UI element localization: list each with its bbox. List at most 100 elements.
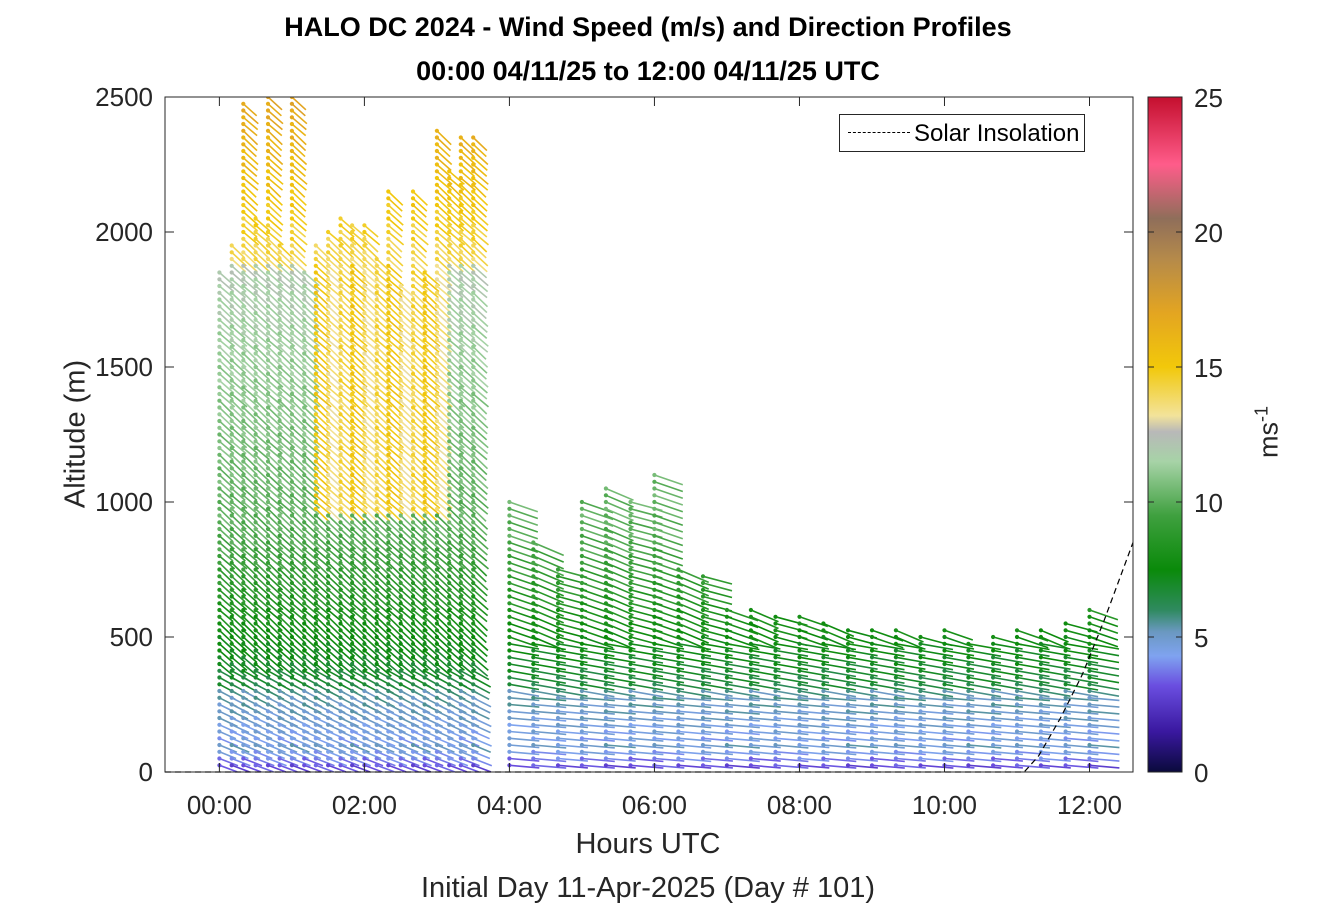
- wind-barb-shaft: [303, 528, 319, 542]
- wind-barb-shaft: [533, 703, 567, 709]
- wind-barb-point: [289, 493, 294, 498]
- wind-barb-point: [579, 601, 585, 606]
- wind-barb-point: [652, 506, 657, 511]
- wind-barb-point: [253, 432, 258, 437]
- wind-barb-point: [579, 688, 585, 694]
- wind-barb-shaft: [412, 737, 432, 747]
- wind-barb-shaft: [231, 656, 248, 671]
- wind-barb-point: [338, 648, 343, 653]
- wind-barb-shaft: [726, 737, 760, 742]
- wind-barb-point: [302, 763, 307, 768]
- wind-barb-point: [398, 317, 403, 322]
- wind-barb-point: [217, 452, 222, 457]
- wind-barb-shaft: [363, 224, 379, 238]
- wind-barb-shaft: [400, 359, 416, 374]
- wind-barb-point: [229, 574, 234, 579]
- wind-barb-point: [821, 715, 826, 721]
- wind-barb-point: [700, 607, 706, 613]
- wind-barb-shaft: [605, 616, 634, 630]
- wind-barb-point: [302, 628, 307, 633]
- wind-barb-point: [991, 655, 996, 660]
- wind-barb-shaft: [448, 413, 465, 429]
- wind-barb-shaft: [460, 575, 476, 591]
- wind-barb-shaft: [412, 751, 430, 760]
- wind-barb-point: [362, 256, 367, 262]
- wind-barb-shaft: [993, 717, 1023, 722]
- wind-barb-point: [748, 607, 754, 613]
- wind-barb-shaft: [387, 265, 403, 279]
- wind-barb-shaft: [291, 413, 308, 429]
- wind-barb-point: [217, 418, 222, 424]
- wind-barb-shaft: [412, 305, 427, 320]
- wind-barb-shaft: [460, 319, 476, 333]
- wind-barb-shaft: [472, 204, 487, 218]
- wind-barb-point: [326, 445, 331, 451]
- wind-barb-shaft: [315, 427, 330, 441]
- wind-barb-point: [531, 756, 536, 761]
- wind-barb-shaft: [363, 400, 379, 415]
- wind-barb-shaft: [472, 292, 489, 308]
- wind-barb-point: [434, 182, 439, 187]
- wind-barb-shaft: [823, 670, 857, 678]
- wind-barb-point: [253, 256, 258, 262]
- wind-barb-shaft: [279, 467, 294, 482]
- wind-barb-shaft: [1016, 757, 1050, 763]
- wind-barb-shaft: [315, 602, 331, 617]
- wind-barb-point: [362, 425, 367, 430]
- wind-barb-shaft: [376, 379, 392, 394]
- wind-barb-point: [338, 614, 343, 619]
- wind-barb-point: [422, 574, 427, 579]
- wind-barb-point: [350, 641, 355, 646]
- wind-barb-point: [821, 655, 826, 660]
- wind-barb-shaft: [351, 251, 368, 267]
- wind-barb-point: [241, 398, 246, 403]
- wind-barb-point: [447, 182, 452, 187]
- wind-barb-point: [1014, 675, 1020, 680]
- wind-barb-point: [507, 634, 512, 640]
- wind-barb-shaft: [895, 724, 926, 729]
- wind-barb-point: [1038, 695, 1043, 700]
- wind-barb-point: [374, 702, 379, 707]
- wind-barb-shaft: [436, 737, 456, 747]
- wind-barb-point: [458, 142, 463, 147]
- wind-barb-shaft: [702, 575, 733, 585]
- wind-barb-shaft: [291, 629, 306, 644]
- wind-profile-column: [869, 628, 905, 769]
- wind-barb-shaft: [267, 730, 285, 740]
- wind-barb-point: [302, 607, 307, 613]
- wind-barb-point: [229, 344, 234, 349]
- wind-barb-shaft: [460, 737, 480, 747]
- wind-barb-point: [313, 351, 318, 356]
- wind-barb-point: [277, 601, 282, 606]
- wind-barb-shaft: [460, 494, 477, 509]
- wind-barb-point: [471, 277, 476, 282]
- wind-barb-point: [386, 223, 391, 228]
- wind-barb-shaft: [400, 629, 415, 644]
- wind-barb-point: [458, 290, 463, 295]
- wind-barb-point: [265, 216, 271, 221]
- wind-barb-point: [458, 459, 463, 464]
- wind-barb-shaft: [630, 737, 664, 742]
- wind-barb-shaft: [315, 373, 332, 388]
- wind-barb-point: [302, 317, 307, 322]
- wind-barb-point: [241, 243, 246, 248]
- wind-barb-point: [386, 324, 391, 329]
- wind-barb-point: [241, 358, 246, 363]
- wind-barb-point: [942, 628, 947, 633]
- wind-barb-shaft: [315, 562, 330, 577]
- wind-barb-shaft: [678, 582, 710, 597]
- wind-barb-shaft: [315, 359, 331, 374]
- wind-barb-shaft: [218, 379, 235, 394]
- wind-barb-point: [253, 445, 258, 451]
- wind-barb-point: [241, 580, 246, 586]
- wind-barb-point: [410, 351, 416, 356]
- wind-barb-shaft: [231, 433, 248, 449]
- wind-barb-shaft: [218, 400, 234, 415]
- wind-barb-point: [531, 661, 536, 667]
- wind-barb-point: [326, 385, 331, 390]
- wind-barb-point: [422, 702, 427, 707]
- wind-barb-point: [338, 580, 343, 586]
- wind-barb-point: [229, 358, 234, 363]
- wind-barb-point: [724, 749, 730, 754]
- wind-barb-shaft: [267, 103, 282, 117]
